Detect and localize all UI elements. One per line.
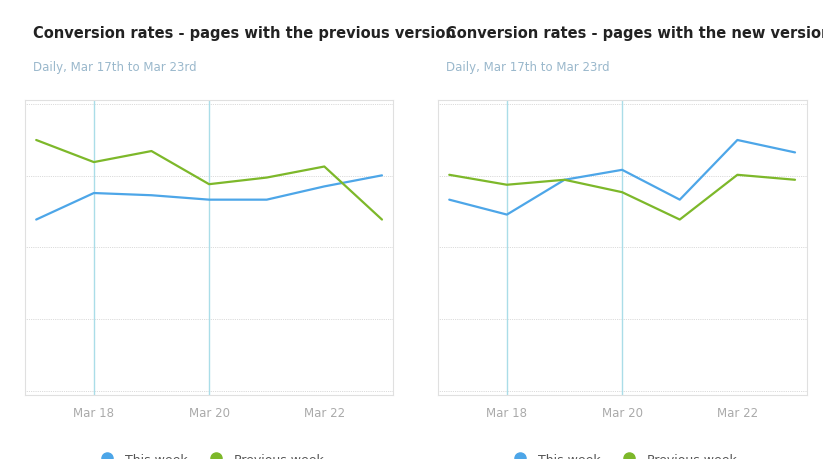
Legend: This week, Previous week: This week, Previous week	[502, 448, 742, 459]
Text: Conversion rates - pages with the new version: Conversion rates - pages with the new ve…	[446, 26, 823, 41]
Text: Daily, Mar 17th to Mar 23rd: Daily, Mar 17th to Mar 23rd	[33, 61, 197, 73]
Text: Daily, Mar 17th to Mar 23rd: Daily, Mar 17th to Mar 23rd	[446, 61, 610, 73]
Legend: This week, Previous week: This week, Previous week	[89, 448, 329, 459]
Text: Conversion rates - pages with the previous version: Conversion rates - pages with the previo…	[33, 26, 456, 41]
